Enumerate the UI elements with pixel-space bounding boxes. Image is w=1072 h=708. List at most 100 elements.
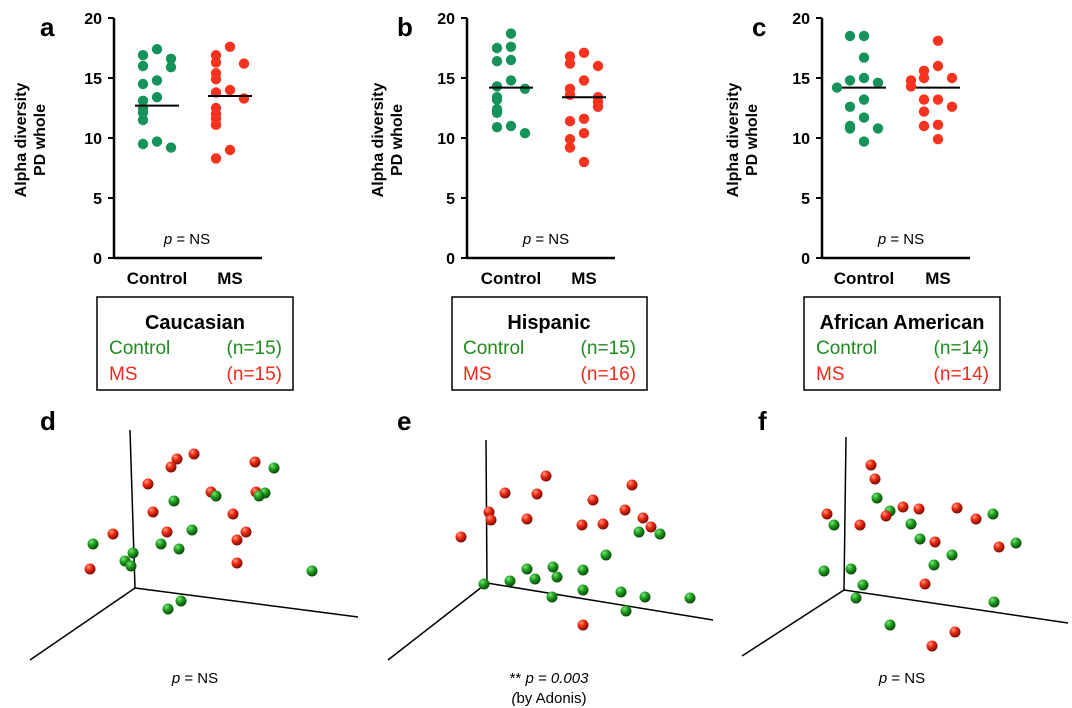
sphere-green xyxy=(155,538,167,550)
data-point-control xyxy=(872,123,884,134)
pcoa-axis-f-left xyxy=(741,589,845,657)
pvalue-d: p = NS xyxy=(171,670,218,687)
data-point-control xyxy=(858,30,870,42)
data-point-ms xyxy=(210,50,222,61)
data-point-ms xyxy=(578,128,590,139)
panel-letter-e: e xyxy=(397,406,411,436)
pcoa-axis-d-left xyxy=(29,587,136,661)
pvalue-c-value: NS xyxy=(903,231,924,248)
pcoa-spheres-e xyxy=(455,470,696,631)
sphere-red xyxy=(161,526,173,538)
sphere-green xyxy=(546,591,558,603)
legend-ms-label-b: MS xyxy=(463,364,492,385)
sphere-red xyxy=(240,526,252,538)
ytick-label-a-0: 0 xyxy=(93,251,102,268)
data-point-control xyxy=(165,53,177,64)
pcoa-axis-e-left xyxy=(387,582,488,661)
ylabel-b-line1: Alpha diversity xyxy=(370,83,387,198)
sphere-green xyxy=(504,575,516,587)
sphere-green xyxy=(127,547,139,559)
sphere-red xyxy=(926,640,938,652)
data-point-control xyxy=(137,95,149,107)
data-point-control xyxy=(137,107,149,119)
data-point-ms xyxy=(210,74,222,85)
pvalue-d-value: NS xyxy=(197,670,218,687)
legend-title-c: African American xyxy=(820,312,985,334)
data-point-control xyxy=(491,122,503,133)
data-point-ms xyxy=(918,94,930,105)
data-point-control xyxy=(151,136,163,147)
data-point-ms xyxy=(564,51,576,62)
data-point-control xyxy=(491,42,503,54)
legend-control-label-a: Control xyxy=(109,338,170,359)
sphere-red xyxy=(637,512,649,524)
category-label-a-ms: MS xyxy=(217,269,243,288)
pvalue-b: p = NS xyxy=(522,231,569,248)
ylabel-a-line2: PD whole xyxy=(32,104,49,176)
data-point-ms xyxy=(918,106,930,117)
data-point-ms xyxy=(592,60,604,72)
panel-b: b Alpha diversity PD whole 0 5 10 15 20 … xyxy=(370,11,648,391)
sphere-green xyxy=(577,584,589,596)
data-point-ms xyxy=(578,47,590,58)
sphere-green xyxy=(162,603,174,615)
data-point-ms xyxy=(592,101,604,113)
sphere-red xyxy=(626,479,638,491)
legend-ms-n-c: (n=14) xyxy=(934,364,989,385)
sphere-green xyxy=(987,508,999,520)
sphere-red xyxy=(485,514,497,526)
sphere-red xyxy=(521,513,533,525)
data-points-c xyxy=(831,30,960,147)
sphere-red xyxy=(597,518,609,530)
data-point-ms xyxy=(578,113,590,125)
sphere-red xyxy=(897,501,909,513)
data-point-control xyxy=(858,94,870,105)
ytick-label-b-20: 20 xyxy=(437,11,455,28)
data-point-control xyxy=(137,50,149,61)
data-point-control xyxy=(137,78,149,90)
sphere-green xyxy=(210,490,222,502)
data-point-ms xyxy=(564,58,576,69)
pvalue-f-value: NS xyxy=(904,670,925,687)
sphere-red xyxy=(619,504,631,516)
data-point-ms xyxy=(932,119,944,130)
sphere-green xyxy=(845,563,857,575)
ylabel-b-line2: PD whole xyxy=(389,104,406,176)
data-point-control xyxy=(858,72,870,84)
sphere-green xyxy=(600,549,612,561)
sphere-red xyxy=(869,473,881,485)
ytick-label-a-15: 15 xyxy=(84,71,102,88)
sphere-green xyxy=(988,596,1000,608)
data-point-control xyxy=(858,136,870,147)
ytick-label-b-15: 15 xyxy=(437,71,455,88)
data-point-ms xyxy=(564,142,576,153)
panel-letter-a: a xyxy=(40,12,55,42)
data-point-ms xyxy=(210,153,222,164)
data-point-control xyxy=(137,138,149,150)
sphere-red xyxy=(854,519,866,531)
data-point-control xyxy=(491,56,503,67)
sphere-red xyxy=(540,470,552,482)
data-points-b xyxy=(489,28,606,168)
legend-control-n-c: (n=14) xyxy=(934,338,989,359)
data-point-ms xyxy=(224,41,236,52)
data-points-a xyxy=(135,41,252,164)
data-point-ms xyxy=(932,134,944,145)
sphere-green xyxy=(1010,537,1022,549)
ytick-label-b-5: 5 xyxy=(446,191,455,208)
sphere-green xyxy=(928,559,940,571)
panel-letter-f: f xyxy=(758,406,767,436)
legend-title-a: Caucasian xyxy=(145,312,245,334)
pvalue-c: p = NS xyxy=(877,231,924,248)
sphere-green xyxy=(87,538,99,550)
data-point-control xyxy=(165,61,177,73)
sphere-green xyxy=(268,462,280,474)
sphere-green xyxy=(639,591,651,603)
data-point-control xyxy=(137,114,149,126)
sphere-red xyxy=(913,503,925,515)
sphere-red xyxy=(576,519,588,531)
category-label-c-control: Control xyxy=(834,269,894,288)
sphere-green xyxy=(857,579,869,591)
panel-d: d xyxy=(29,406,359,687)
sphere-red xyxy=(249,456,261,468)
